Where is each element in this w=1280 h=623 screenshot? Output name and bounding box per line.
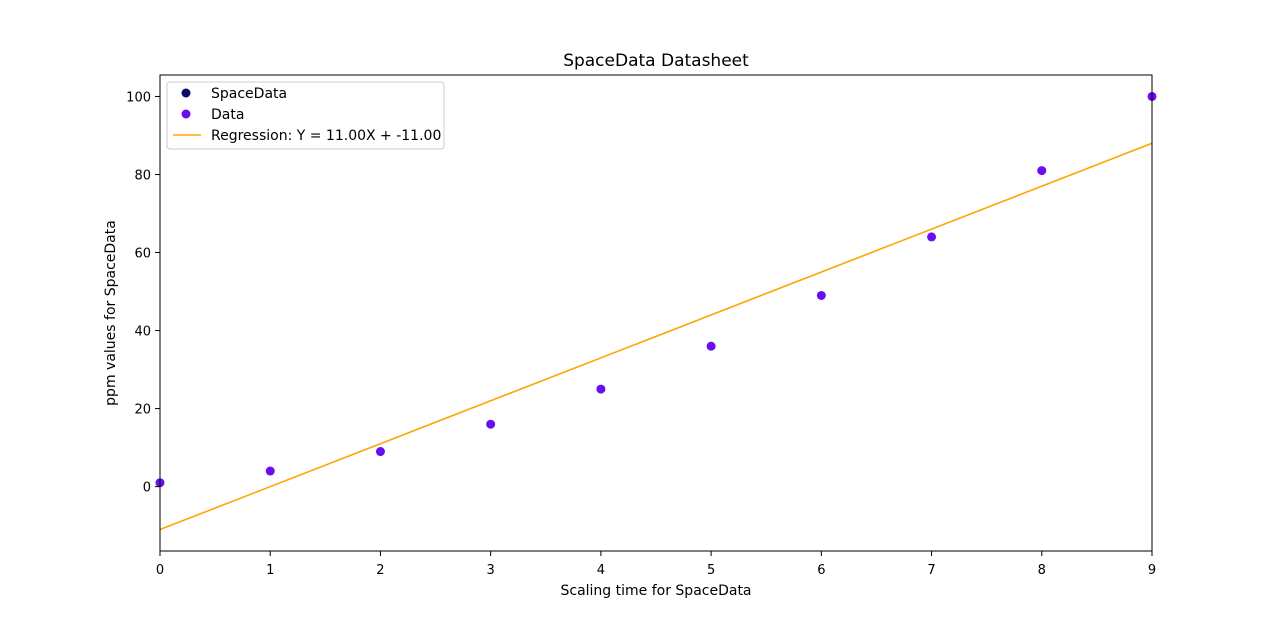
x-tick-label: 0 [156, 563, 164, 578]
data-point [375, 447, 385, 457]
data-point [1037, 166, 1047, 176]
data-point [706, 341, 716, 351]
axes-frame [159, 74, 1153, 552]
y-axis-label: ppm values for SpaceData [103, 220, 119, 406]
data-point [265, 466, 275, 476]
data-point [596, 384, 606, 394]
x-axis-ticks: 0 1 2 3 4 5 6 7 8 9 [156, 551, 1156, 578]
legend-marker [181, 88, 191, 98]
x-tick-label: 4 [597, 563, 605, 578]
x-tick-label: 9 [1148, 563, 1156, 578]
x-tick-label: 2 [376, 563, 384, 578]
legend-entry: Data [181, 107, 244, 123]
legend-marker [181, 109, 191, 119]
y-axis-ticks: 0 20 40 60 80 100 [126, 90, 160, 496]
x-tick-label: 6 [817, 563, 825, 578]
chart-title: SpaceData Datasheet [563, 51, 749, 71]
regression-line [159, 142, 1153, 531]
y-tick-label: 100 [126, 90, 151, 105]
y-tick-label: 0 [143, 481, 151, 496]
x-tick-label: 8 [1038, 563, 1046, 578]
legend-label: Regression: Y = 11.00X + -11.00 [211, 128, 441, 144]
y-tick-label: 60 [134, 247, 151, 262]
data-point [486, 419, 496, 429]
legend: SpaceData Data Regression: Y = 11.00X + -1… [166, 81, 445, 150]
x-axis-label: Scaling time for SpaceData [560, 583, 751, 599]
x-tick-label: 1 [266, 563, 274, 578]
x-tick-label: 3 [487, 563, 495, 578]
data-point [927, 232, 937, 242]
x-tick-label: 7 [927, 563, 935, 578]
legend-label: SpaceData [211, 86, 287, 102]
legend-box [166, 81, 445, 150]
legend-label: Data [211, 107, 244, 123]
data-point [816, 290, 826, 300]
x-tick-label: 5 [707, 563, 715, 578]
legend-entry: Regression: Y = 11.00X + -11.00 [173, 128, 441, 144]
plot-area [155, 91, 1157, 531]
y-tick-label: 20 [134, 403, 151, 418]
y-tick-label: 40 [134, 325, 151, 340]
legend-entry: SpaceData [181, 86, 287, 102]
y-tick-label: 80 [134, 168, 151, 183]
